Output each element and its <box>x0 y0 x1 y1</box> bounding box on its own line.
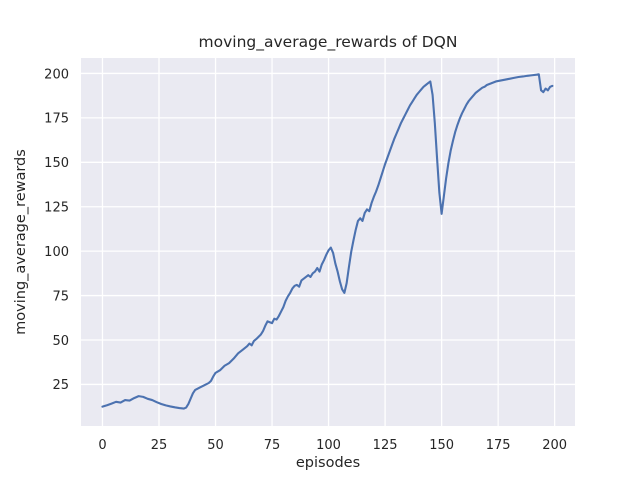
x-tick-label: 175 <box>486 438 511 453</box>
x-tick-label: 200 <box>542 438 567 453</box>
y-tick-label: 75 <box>52 289 69 304</box>
x-axis-label: episodes <box>296 455 360 471</box>
chart-title: moving_average_rewards of DQN <box>199 33 458 52</box>
x-tick-label: 25 <box>151 438 168 453</box>
y-tick-label: 50 <box>52 334 69 349</box>
y-tick-label: 125 <box>44 201 69 216</box>
y-tick-label: 100 <box>44 245 69 260</box>
y-tick-label: 175 <box>44 112 69 127</box>
x-tick-label: 150 <box>429 438 454 453</box>
x-tick-label: 75 <box>264 438 281 453</box>
data-line-dqn <box>101 73 554 410</box>
y-tick-label: 200 <box>44 67 69 82</box>
x-tick-label: 50 <box>207 438 224 453</box>
x-tick-label: 100 <box>316 438 341 453</box>
y-axis-label: moving_average_rewards <box>13 149 29 335</box>
x-tick-label: 0 <box>98 438 106 453</box>
y-tick-label: 25 <box>52 378 69 393</box>
y-tick-label: 150 <box>44 156 69 171</box>
x-tick-label: 125 <box>373 438 398 453</box>
